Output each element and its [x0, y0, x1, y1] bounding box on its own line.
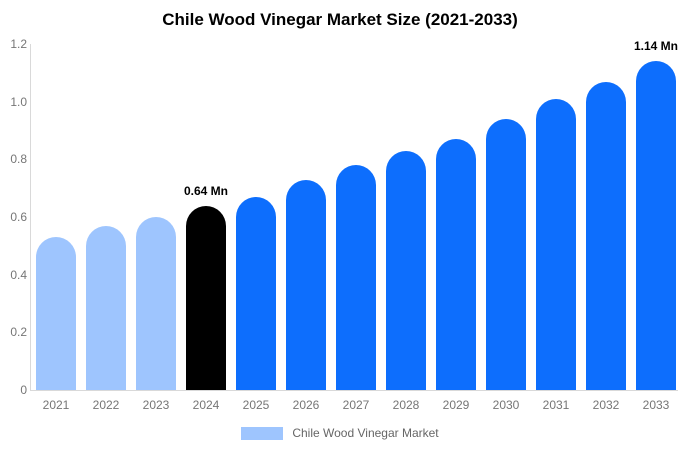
x-axis-label-2022: 2022 [92, 398, 120, 412]
y-axis-label-0.8: 0.8 [10, 152, 27, 167]
y-axis-label-0.2: 0.2 [10, 325, 27, 340]
bar-2028[interactable] [386, 150, 426, 390]
y-axis-label-1.0: 1.0 [10, 94, 27, 109]
x-axis-label-2031: 2031 [542, 398, 570, 412]
bar-column-2030: 2030 [481, 44, 531, 412]
bar-2032[interactable] [586, 81, 626, 390]
bar-column-2028: 2028 [381, 44, 431, 412]
bar-2023[interactable] [136, 217, 176, 390]
y-axis-label-0.4: 0.4 [10, 267, 27, 282]
x-axis-label-2032: 2032 [592, 398, 620, 412]
bar-column-2021: 2021 [31, 44, 81, 412]
bar-2024[interactable] [186, 205, 226, 390]
bar-column-2031: 2031 [531, 44, 581, 412]
bar-2022[interactable] [86, 225, 126, 390]
x-axis-label-2023: 2023 [142, 398, 170, 412]
legend[interactable]: Chile Wood Vinegar Market [0, 425, 680, 441]
plot-area: 2021 2022 2023 0.64 Mn 2024 2025 2026 2027 2028 2… [30, 39, 680, 413]
x-axis-label-2027: 2027 [342, 398, 370, 412]
bar-value-label-2024: 0.64 Mn [183, 183, 229, 198]
x-axis-label-2025: 2025 [242, 398, 270, 412]
bar-2021[interactable] [36, 237, 76, 390]
bar-column-2023: 2023 [131, 44, 181, 412]
bars-group: 2021 2022 2023 0.64 Mn 2024 2025 2026 2027 2028 2… [31, 39, 680, 413]
bar-column-2026: 2026 [281, 44, 331, 412]
bar-2027[interactable] [336, 165, 376, 390]
bar-column-2033: 1.14 Mn 2033 [631, 39, 680, 412]
x-axis-label-2026: 2026 [292, 398, 320, 412]
bar-2030[interactable] [486, 119, 526, 390]
bar-2025[interactable] [236, 196, 276, 390]
bar-2033[interactable] [636, 61, 676, 390]
legend-label: Chile Wood Vinegar Market [292, 426, 439, 440]
bar-column-2025: 2025 [231, 44, 281, 412]
bar-2029[interactable] [436, 139, 476, 390]
bar-value-label-2033: 1.14 Mn [633, 39, 679, 54]
bar-column-2024: 0.64 Mn 2024 [181, 44, 231, 413]
legend-swatch [241, 426, 284, 440]
x-axis-label-2024: 2024 [192, 398, 220, 412]
y-axis-label-0: 0 [20, 383, 27, 397]
x-axis-line [30, 390, 678, 391]
y-axis-label-0.6: 0.6 [10, 210, 27, 224]
x-axis-label-2021: 2021 [42, 398, 70, 412]
bar-2031[interactable] [536, 98, 576, 390]
bar-column-2032: 2032 [581, 44, 631, 412]
x-axis-label-2029: 2029 [442, 398, 470, 412]
chart-title: Chile Wood Vinegar Market Size (2021-203… [162, 10, 518, 29]
bar-2026[interactable] [286, 179, 326, 390]
x-axis-label-2033: 2033 [642, 398, 670, 412]
y-axis-label-1.2: 1.2 [10, 37, 27, 51]
bar-column-2022: 2022 [81, 44, 131, 412]
bar-column-2027: 2027 [331, 44, 381, 412]
bar-column-2029: 2029 [431, 44, 481, 412]
x-axis-label-2028: 2028 [392, 398, 420, 412]
x-axis-label-2030: 2030 [492, 398, 520, 412]
y-axis-line [30, 44, 31, 391]
